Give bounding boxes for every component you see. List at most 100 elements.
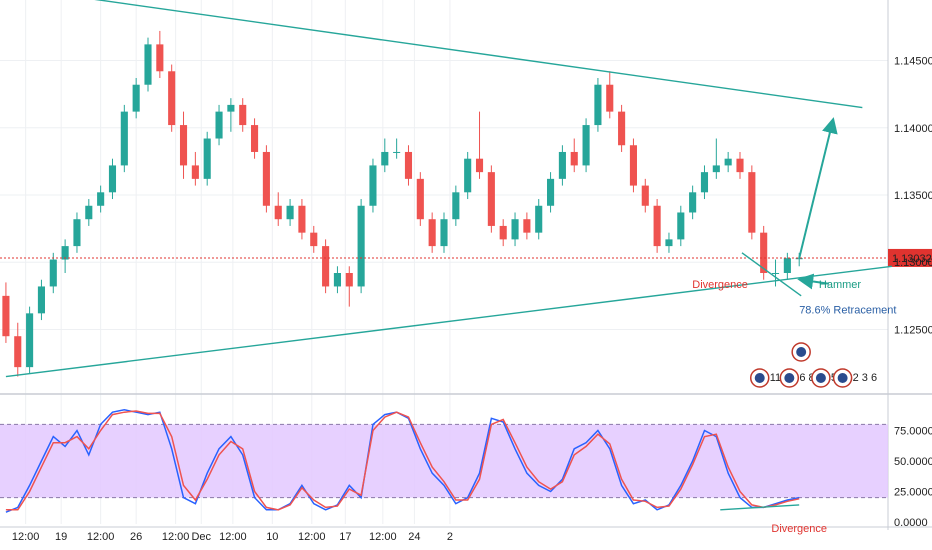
candle-body (227, 104, 235, 112)
candle-body (416, 178, 424, 220)
oscillator-axis-tick: 0.0000 (894, 517, 928, 529)
candle-body (452, 192, 460, 220)
time-axis-tick: 10 (266, 531, 278, 543)
time-axis-tick: 24 (408, 531, 420, 543)
candle-body (629, 145, 637, 186)
candle-body (108, 165, 117, 193)
time-axis-tick: 12:00 (219, 531, 247, 543)
time-axis-tick: 12:00 (298, 531, 326, 543)
candle-body (26, 313, 34, 368)
candle-body (783, 258, 791, 273)
candle-body (558, 151, 566, 179)
candle-body (724, 158, 732, 166)
candle-body (286, 205, 294, 220)
candle-body (712, 165, 720, 173)
arrow-trendline (798, 117, 838, 259)
arrow-trendline (797, 273, 829, 290)
candle-body (653, 205, 661, 247)
time-axis-tick: 17 (339, 531, 351, 543)
annotation-label: 78.6% Retracement (799, 304, 896, 316)
candle-body (14, 336, 22, 368)
event-flag-label: 2 3 6 (853, 372, 877, 384)
candle-body (168, 71, 176, 126)
candle-body (369, 165, 377, 206)
candle-body (251, 125, 259, 152)
candle-body (641, 185, 649, 206)
candle-body (298, 205, 306, 233)
event-flag-label: 11 (770, 372, 781, 384)
candle-body (156, 44, 164, 72)
time-axis-tick: 26 (130, 531, 142, 543)
event-flag-dot (796, 347, 807, 357)
candle-body (120, 111, 128, 166)
candle-body (499, 225, 507, 240)
candle-body (357, 205, 365, 287)
candle-body (333, 273, 341, 287)
current-price-label: 1.13032 (892, 253, 932, 265)
event-flag-dot (837, 373, 848, 383)
support-trendline (5, 265, 893, 378)
time-axis-tick: 12:00 (162, 531, 190, 543)
candle-body (404, 151, 413, 179)
candle-body (547, 178, 555, 206)
price-axis-tick: 1.14500 (894, 56, 932, 68)
candle-body (570, 151, 578, 166)
event-flag-dot (754, 373, 765, 383)
current-price-label-bg (888, 248, 932, 267)
time-axis-tick: 12:00 (87, 531, 115, 543)
candle-body (464, 158, 472, 193)
candle-body (700, 172, 709, 193)
candle-body (310, 232, 318, 247)
candle-body (606, 84, 614, 112)
resistance-trendline (94, 0, 863, 109)
candle-body (179, 125, 188, 166)
divergence-trendline (741, 252, 802, 297)
candle-body (2, 295, 10, 337)
annotation-label: Hammer (819, 279, 862, 291)
candle-body (594, 84, 602, 126)
oscillator-axis-tick: 75.0000 (894, 426, 932, 438)
candle-body (618, 111, 626, 146)
candle-body (523, 219, 531, 233)
candle-body (795, 258, 803, 260)
candle-body (322, 246, 330, 287)
candle-body (689, 192, 697, 213)
candle-body (262, 151, 270, 206)
oscillator-line (5, 410, 800, 511)
time-axis-tick: 12:00 (12, 531, 40, 543)
event-flag-label: 6 8 (799, 372, 814, 384)
annotation-label: Divergence (692, 279, 748, 291)
candle-body (475, 158, 484, 173)
candle-body (760, 232, 768, 273)
candle-body (771, 273, 780, 274)
candle-body (144, 44, 152, 85)
annotation-label: Divergence (771, 523, 827, 535)
candle-body (97, 192, 105, 206)
candle-body (73, 219, 81, 247)
candle-body (191, 165, 199, 179)
candle-body (582, 125, 590, 166)
event-flag-dot (784, 373, 795, 383)
candle-body (511, 219, 519, 240)
oscillator-axis-tick: 25.0000 (894, 487, 932, 499)
candle-body (665, 239, 673, 247)
candle-body (132, 84, 140, 112)
time-axis-tick: 19 (55, 531, 67, 543)
candle-body (677, 212, 685, 240)
candles (2, 30, 803, 377)
candle-body (487, 172, 495, 226)
candle-body (393, 151, 401, 153)
candle-body (381, 151, 389, 166)
divergence-trendline (720, 504, 800, 511)
candle-body (215, 111, 223, 139)
price-axis-tick: 1.13500 (894, 190, 932, 202)
oscillator-axis-tick: 50.0000 (894, 456, 932, 468)
candle-body (274, 205, 282, 220)
candle-body (85, 205, 93, 220)
candle-body (440, 219, 448, 247)
time-axis-tick: 2 (447, 531, 453, 543)
candle-body (345, 273, 353, 287)
event-flag-dot (815, 373, 826, 383)
